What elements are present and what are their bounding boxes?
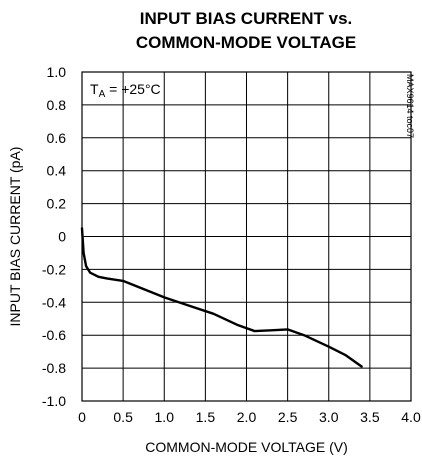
- x-tick-label: 3.5: [360, 409, 380, 425]
- y-tick-label: -1.0: [42, 393, 66, 409]
- x-tick-label: 0.5: [113, 409, 133, 425]
- series-line: [80, 227, 363, 368]
- grid: [82, 72, 411, 401]
- x-tick-label: 4.0: [401, 409, 421, 425]
- tick-labels: 0 0.5 1.0 1.5 2.0 2.5 3.0 3.5 4.0 1.0 0.8 0.6 0.4 0.2…: [42, 64, 421, 425]
- x-tick-label: 0: [78, 409, 86, 425]
- y-tick-label: 1.0: [47, 64, 67, 80]
- y-axis-title: INPUT BIAS CURRENT (pA): [7, 147, 23, 327]
- chart-title-line-1: INPUT BIAS CURRENT vs.: [140, 9, 353, 28]
- x-tick-label: 3.0: [319, 409, 339, 425]
- y-tick-label: -0.8: [42, 360, 66, 376]
- y-tick-label: 0.4: [47, 163, 67, 179]
- x-axis-title: COMMON-MODE VOLTAGE (V): [145, 439, 347, 455]
- y-tick-label: -0.4: [42, 294, 66, 310]
- y-tick-label: 0.8: [47, 97, 67, 113]
- temperature-annotation: TA = +25°C: [90, 81, 161, 100]
- y-tick-label: -0.2: [42, 261, 66, 277]
- y-tick-label: 0: [58, 229, 66, 245]
- chart-title-line-2: COMMON-MODE VOLTAGE: [136, 33, 356, 52]
- x-tick-label: 2.0: [237, 409, 257, 425]
- y-tick-label: 0.2: [47, 196, 67, 212]
- y-tick-label: -0.6: [42, 327, 66, 343]
- annotation-suffix: = +25°C: [105, 81, 160, 97]
- x-tick-label: 2.5: [278, 409, 298, 425]
- annotation-prefix: T: [90, 81, 99, 97]
- x-tick-label: 1.0: [155, 409, 175, 425]
- y-tick-label: 0.6: [47, 130, 67, 146]
- annotation-subscript: A: [99, 89, 106, 100]
- figure-code: MAX9614 toc07: [405, 74, 415, 138]
- x-tick-label: 1.5: [196, 409, 216, 425]
